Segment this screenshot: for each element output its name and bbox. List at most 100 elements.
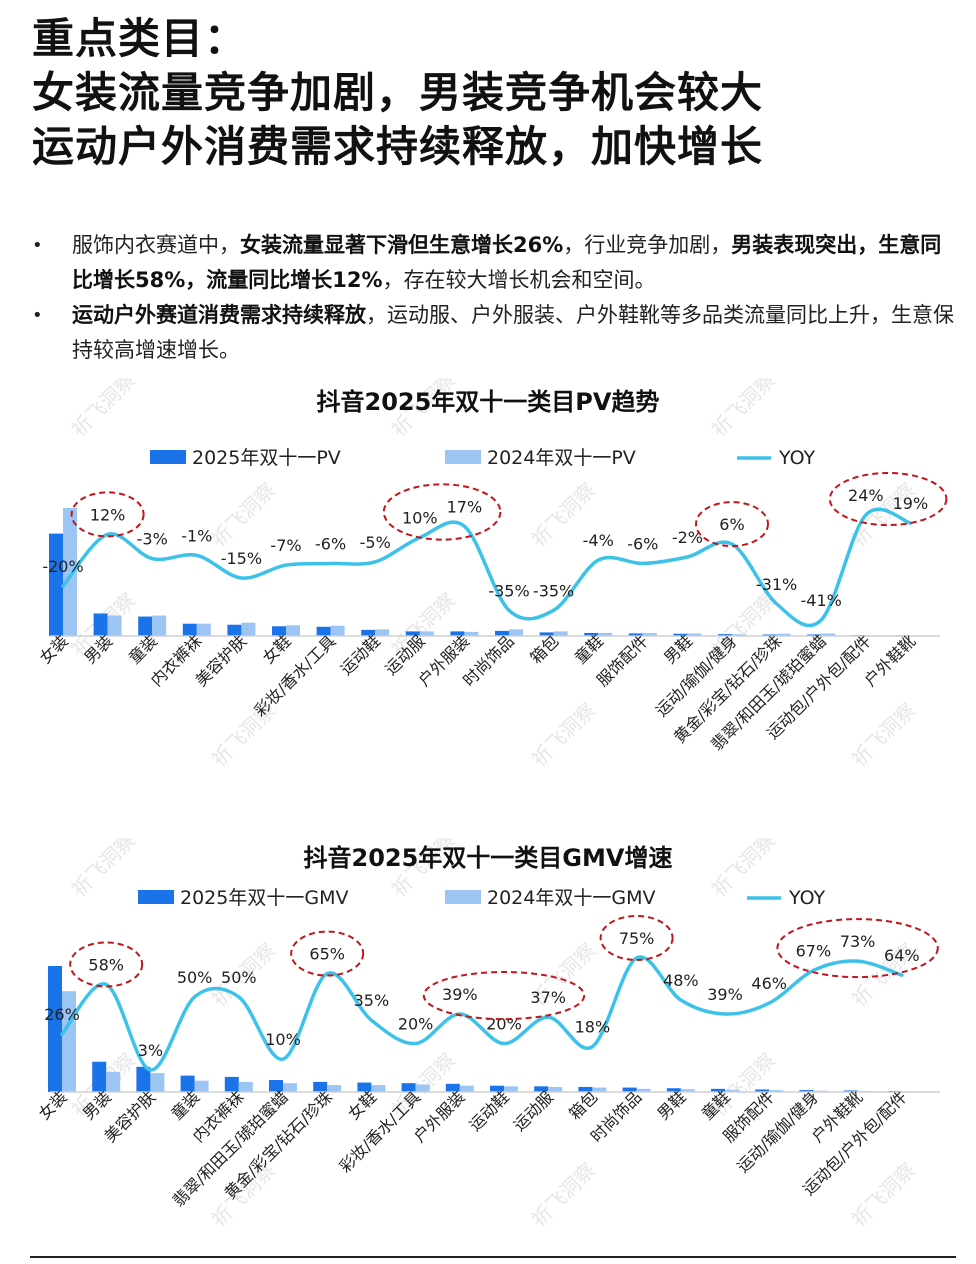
- bar-2024: [415, 1084, 430, 1092]
- yoy-data-label: 10%: [265, 1030, 301, 1049]
- bar-2025: [48, 966, 62, 1092]
- highlight-circle: [599, 915, 674, 961]
- yoy-data-label: 18%: [575, 1018, 611, 1037]
- yoy-data-label: 64%: [884, 946, 920, 965]
- yoy-data-label: -7%: [270, 536, 301, 555]
- bar-2024: [592, 1087, 607, 1092]
- bar-2025: [666, 1088, 681, 1092]
- x-tick-label: 彩妆/香水/工具: [250, 631, 339, 720]
- bar-2024: [194, 1080, 209, 1092]
- bar-2024: [548, 1086, 563, 1092]
- x-tick-label: 女鞋: [344, 1087, 380, 1123]
- x-tick-label: 箱包: [565, 1087, 601, 1123]
- yoy-data-label: 65%: [309, 945, 345, 964]
- x-tick-label: 运动鞋: [337, 631, 384, 678]
- highlight-circle: [69, 941, 144, 988]
- bar-2024: [330, 625, 345, 636]
- yoy-data-label: -20%: [42, 557, 83, 576]
- yoy-data-label: 20%: [398, 1015, 434, 1034]
- watermark-text: 祈飞洞察: [847, 1158, 921, 1232]
- bullet-dot-icon: •: [32, 235, 43, 256]
- bar-2025: [272, 626, 286, 636]
- yoy-data-label: 48%: [663, 971, 699, 990]
- yoy-data-label: -31%: [756, 575, 797, 594]
- bar-2025: [495, 630, 509, 636]
- bar-2024: [152, 615, 167, 636]
- x-tick-label: 女鞋: [259, 631, 295, 667]
- yoy-data-label: 58%: [88, 955, 124, 974]
- bar-2025: [92, 1061, 107, 1092]
- highlight-circle: [422, 971, 586, 1021]
- yoy-data-label: -3%: [137, 530, 168, 549]
- watermark-text: 祈飞洞察: [707, 838, 781, 902]
- yoy-data-label: 19%: [893, 494, 929, 513]
- bar-2024: [642, 633, 657, 636]
- bottom-divider: [30, 1256, 956, 1258]
- yoy-data-label: 39%: [442, 985, 478, 1004]
- bar-2025: [224, 1076, 239, 1092]
- bar-2024: [776, 633, 791, 636]
- legend-label: 2024年双十一GMV: [487, 887, 655, 909]
- yoy-data-label: 73%: [840, 932, 876, 951]
- watermark-text: 祈飞洞察: [527, 698, 601, 772]
- yoy-data-label: -2%: [672, 528, 703, 547]
- bullet-item: • 运动户外赛道消费需求持续释放，运动服、户外服装、户外鞋靴等多品类流量同比上升，…: [30, 298, 955, 368]
- bullet-text: ，存在较大增长机会和空间。: [382, 268, 656, 292]
- watermark-text: 祈飞洞察: [847, 698, 921, 772]
- bar-2025: [138, 616, 153, 636]
- bar-2025: [584, 632, 599, 636]
- page-title-line-2: 女装流量竞争加剧，男装竞争机会较大: [32, 68, 764, 117]
- highlight-circle: [695, 501, 769, 548]
- bullet-text: ，行业竞争加剧，: [563, 233, 732, 257]
- bar-2024: [371, 1085, 386, 1092]
- x-tick-label: 女装: [35, 1087, 71, 1123]
- bar-2025: [755, 1089, 770, 1092]
- bar-2024: [283, 1083, 297, 1092]
- x-tick-label: 童鞋: [571, 631, 607, 667]
- bar-2025: [316, 626, 331, 636]
- bar-2025: [711, 1088, 725, 1092]
- legend-swatch: [150, 450, 186, 464]
- x-tick-label: 运动服: [510, 1087, 557, 1134]
- bar-2024: [375, 629, 390, 636]
- yoy-data-label: 26%: [44, 1005, 80, 1024]
- bar-2024: [680, 1089, 695, 1092]
- yoy-data-label: 24%: [848, 486, 884, 505]
- highlight-circle: [828, 472, 948, 527]
- page-title: 重点类目： 女装流量竞争加剧，男装竞争机会较大 运动户外消费需求持续释放，加快增…: [32, 12, 962, 174]
- highlight-circle: [776, 918, 939, 979]
- yoy-data-label: 46%: [751, 974, 787, 993]
- chart-title: 抖音2025年双十一类目GMV增速: [304, 844, 673, 872]
- bar-2025: [227, 624, 242, 636]
- x-tick-label: 女装: [36, 631, 72, 667]
- bar-2025: [843, 1090, 858, 1092]
- watermark-text: 祈飞洞察: [527, 1158, 601, 1232]
- x-tick-label: 童装: [125, 631, 161, 667]
- bar-2024: [821, 633, 836, 636]
- yoy-line: [61, 507, 913, 628]
- bar-2025: [357, 1082, 372, 1092]
- summary-bullets: • 服饰内衣赛道中，女装流量显著下滑但生意增长26%，行业竞争加剧，男装表现突出，…: [30, 228, 955, 368]
- bar-2024: [196, 623, 211, 636]
- bar-2024: [419, 631, 434, 636]
- bullet-text: 服饰内衣赛道中，: [72, 233, 240, 257]
- bar-2024: [63, 508, 77, 636]
- legend-label: YOY: [788, 887, 825, 909]
- bar-2024: [241, 622, 256, 636]
- yoy-data-label: -35%: [488, 581, 529, 600]
- yoy-data-label: 37%: [530, 988, 566, 1007]
- bar-2024: [598, 632, 613, 636]
- yoy-data-label: 39%: [707, 985, 743, 1004]
- bar-2025: [269, 1080, 283, 1092]
- bar-2025: [718, 634, 732, 636]
- legend-label: 2024年双十一PV: [487, 447, 636, 469]
- bar-2025: [673, 633, 688, 636]
- x-tick-label: 男鞋: [654, 1087, 690, 1123]
- bar-2025: [799, 1090, 814, 1092]
- bar-2025: [136, 1066, 151, 1092]
- highlight-circle: [382, 483, 502, 541]
- bar-2025: [490, 1085, 504, 1092]
- bar-2024: [732, 634, 746, 636]
- bar-2025: [762, 634, 777, 636]
